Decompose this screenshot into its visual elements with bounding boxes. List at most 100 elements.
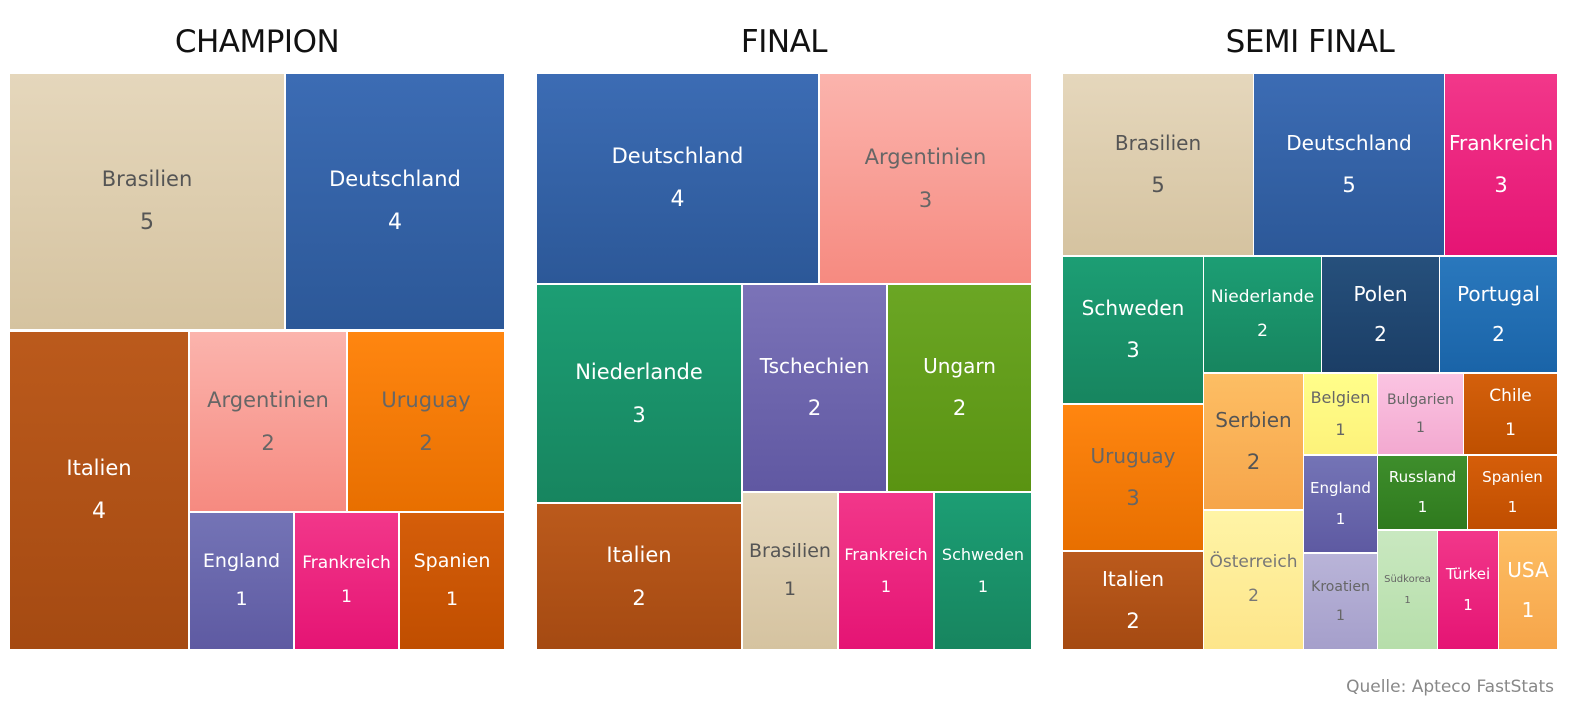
tile-label: Serbien	[1215, 407, 1292, 432]
tile-label: Uruguay	[1090, 443, 1176, 468]
champion-tile-uruguay: Uruguay 2	[348, 332, 504, 511]
semi-final-tile-sudkorea: Südkorea 1	[1378, 531, 1437, 649]
tile-value: 3	[632, 402, 646, 427]
tile-value: 2	[632, 585, 646, 610]
final-tile-brasilien: Brasilien 1	[743, 493, 837, 649]
semi-final-tile-belgien: Belgien 1	[1304, 374, 1377, 454]
champion-tile-england: England 1	[190, 513, 293, 649]
tile-label: Chile	[1489, 386, 1532, 407]
champion-tile-spanien: Spanien 1	[400, 513, 504, 649]
semi-final-tile-england: England 1	[1304, 456, 1377, 552]
semi-final-tile-brasilien: Brasilien 5	[1063, 74, 1253, 255]
tile-value: 3	[1126, 485, 1140, 510]
final-tile-tschechien: Tschechien 2	[743, 285, 886, 491]
champion-tile-brasilien: Brasilien 5	[10, 74, 284, 329]
tile-label: Niederlande	[575, 360, 703, 385]
final-tile-deutschland: Deutschland 4	[537, 74, 818, 283]
final-title: FINAL	[740, 24, 828, 60]
final-tile-argentinien: Argentinien 3	[820, 74, 1031, 283]
final-tile-niederlande: Niederlande 3	[537, 285, 741, 502]
semi-final-tile-bulgarien: Bulgarien 1	[1378, 374, 1463, 454]
tile-label: Spanien	[413, 550, 491, 573]
tile-label: Polen	[1353, 282, 1408, 306]
tile-value: 2	[261, 430, 275, 455]
tile-label: Frankreich	[1448, 130, 1554, 155]
final-treemap: Deutschland 4 Argentinien 3 Niederlande 3 Tsch…	[537, 74, 1031, 649]
semi-final-tile-polen: Polen 2	[1322, 257, 1439, 372]
champion-treemap: Brasilien 5 Deutschland 4 Italien 4 Argentinie…	[10, 74, 504, 649]
semi-final-treemap: Brasilien 5 Deutschland 5 Frankreich 3 Schwede…	[1063, 74, 1557, 649]
semi-final-tile-usa: USA 1	[1499, 531, 1557, 649]
tile-value: 2	[807, 396, 822, 421]
tile-label: Türkei	[1445, 565, 1491, 584]
tile-value: 3	[918, 187, 933, 212]
semi-final-tile-portugal: Portugal 2	[1440, 257, 1557, 372]
tile-value: 1	[1507, 498, 1518, 516]
final-tile-schweden: Schweden 1	[935, 493, 1031, 649]
tile-label: Tschechien	[759, 354, 870, 379]
tile-label: Deutschland	[1286, 130, 1412, 155]
tile-label: Bulgarien	[1387, 391, 1454, 408]
tile-label: Brasilien	[749, 540, 831, 563]
tile-value: 2	[1248, 586, 1259, 606]
tile-label: Spanien	[1482, 467, 1543, 486]
tile-label: Argentinien	[864, 145, 987, 170]
tile-value: 1	[977, 577, 989, 596]
tile-label: Kroatien	[1311, 579, 1370, 596]
tile-label: Frankreich	[844, 544, 928, 564]
semi-final-tile-russland: Russland 1	[1378, 456, 1467, 529]
tile-value: 5	[1342, 172, 1356, 197]
tile-label: Schweden	[941, 544, 1025, 564]
tile-label: Frankreich	[302, 553, 391, 574]
tile-label: Südkorea	[1384, 574, 1431, 585]
tile-value: 1	[235, 588, 248, 610]
tile-value: 1	[445, 588, 459, 610]
tile-value: 3	[1494, 172, 1508, 197]
tile-value: 2	[1374, 322, 1387, 346]
tile-label: Schweden	[1081, 296, 1185, 321]
final-tile-ungarn: Ungarn 2	[888, 285, 1031, 491]
tile-value: 1	[1404, 594, 1411, 606]
champion-tile-italien: Italien 4	[10, 332, 188, 649]
semi-final-tile-niederlande: Niederlande 2	[1204, 257, 1321, 372]
tile-label: Brasilien	[1114, 130, 1202, 155]
tile-label: Ungarn	[923, 354, 996, 379]
tile-value: 1	[341, 587, 352, 607]
champion-title: CHAMPION	[174, 24, 340, 60]
tile-value: 3	[1126, 338, 1140, 363]
tile-value: 1	[1521, 597, 1535, 622]
final-tile-frankreich: Frankreich 1	[839, 493, 933, 649]
tile-label: Italien	[1101, 566, 1165, 591]
tile-label: Argentinien	[207, 388, 329, 413]
semi-final-title: SEMI FINAL	[1225, 24, 1395, 60]
tile-value: 4	[670, 187, 685, 213]
tile-label: Uruguay	[381, 388, 471, 413]
semi-final-tile-deutschland: Deutschland 5	[1254, 74, 1444, 255]
tile-value: 1	[880, 577, 892, 596]
tile-label: Belgien	[1310, 387, 1371, 407]
tile-value: 2	[1492, 322, 1505, 346]
tile-value: 1	[1417, 498, 1428, 516]
tile-value: 4	[92, 499, 106, 525]
tile-value: 2	[1126, 608, 1140, 633]
tile-label: USA	[1507, 557, 1549, 582]
tile-label: Deutschland	[611, 144, 744, 169]
final-tile-italien: Italien 2	[537, 504, 741, 649]
tile-label: Russland	[1388, 467, 1457, 486]
tile-value: 5	[140, 210, 154, 236]
tile-label: Deutschland	[329, 167, 461, 192]
semi-final-tile-frankreich: Frankreich 3	[1445, 74, 1557, 255]
semi-final-tile-kroatien: Kroatien 1	[1304, 554, 1377, 649]
semi-final-tile-spanien: Spanien 1	[1468, 456, 1557, 529]
tile-value: 2	[419, 430, 433, 455]
source-note: Quelle: Apteco FastStats	[1346, 677, 1554, 697]
tile-value: 5	[1151, 172, 1165, 197]
semi-final-tile-chile: Chile 1	[1464, 374, 1557, 454]
tile-value: 2	[1246, 449, 1261, 474]
tile-label: Österreich	[1209, 552, 1298, 573]
tile-value: 1	[1463, 595, 1473, 614]
tile-label: Niederlande	[1210, 286, 1315, 307]
champion-tile-argentinien: Argentinien 2	[190, 332, 346, 511]
tile-value: 1	[1335, 509, 1346, 528]
semi-final-tile-schweden: Schweden 3	[1063, 257, 1203, 403]
